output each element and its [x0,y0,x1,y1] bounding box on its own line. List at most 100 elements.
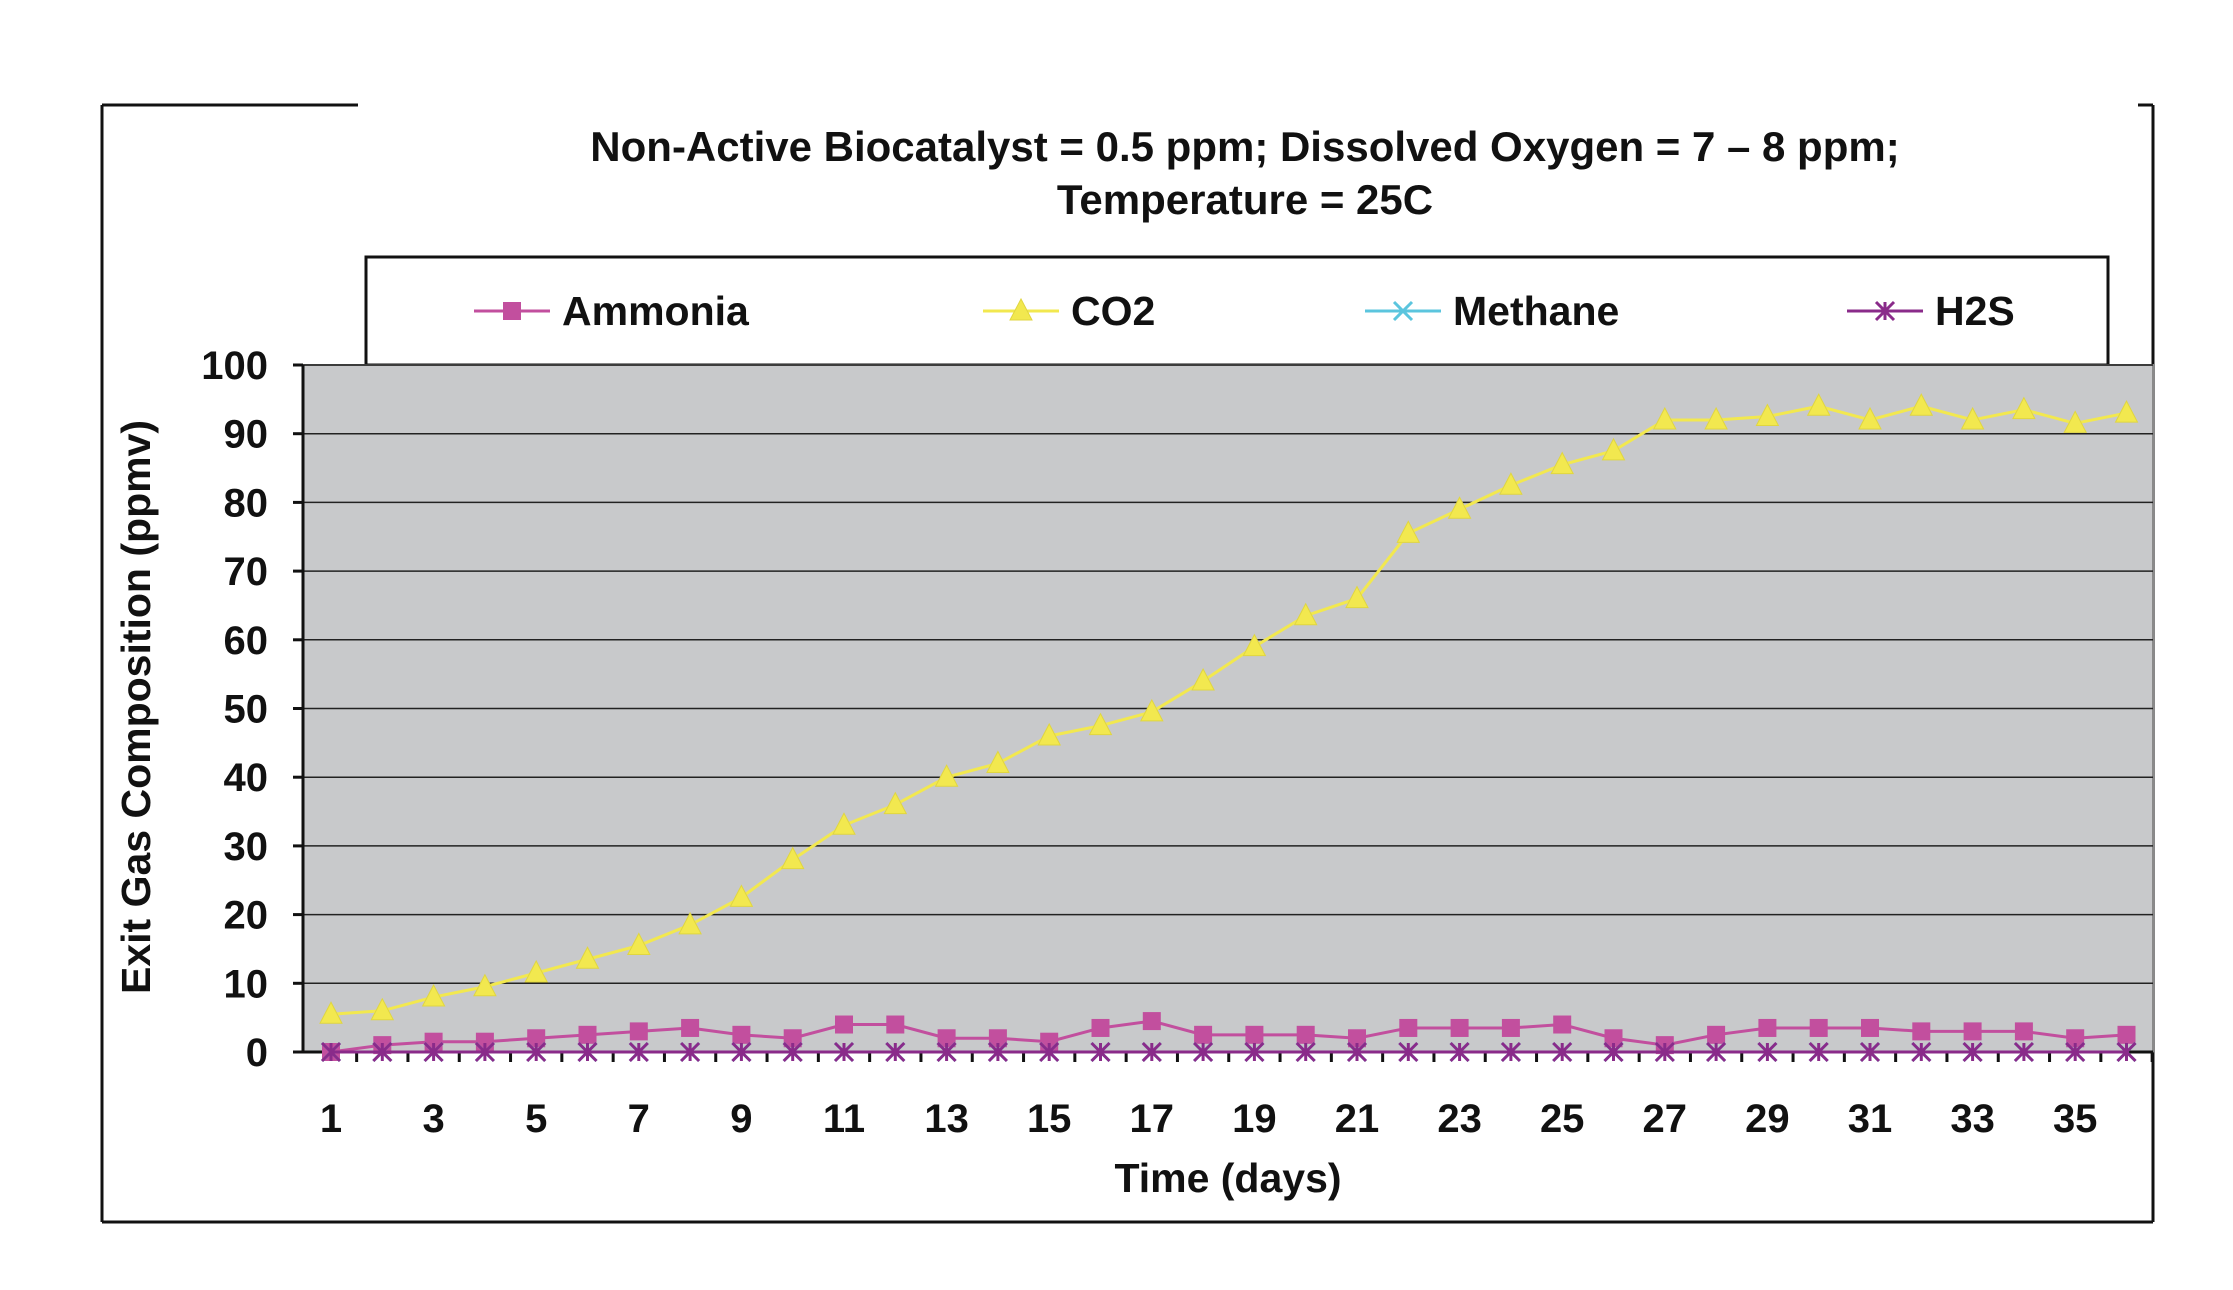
data-point-co2 [1601,437,1626,461]
data-point-co2 [1652,406,1677,430]
series-co2 [319,393,2139,1024]
data-point-co2 [575,946,600,969]
data-point-h2s [577,1041,598,1063]
data-point-ammonia [1142,1012,1161,1031]
y-tick-label: 30 [224,825,269,869]
data-point-co2 [370,997,395,1021]
series-layer [319,393,2139,1063]
data-point-ammonia [1707,1025,1726,1044]
data-point-h2s [1244,1041,1265,1063]
data-point-co2 [2063,410,2088,433]
legend-items: Ammonia CO2 Methane H2S [474,288,2015,334]
data-point-co2 [1806,393,1831,416]
chart-title-line-1: Non-Active Biocatalyst = 0.5 ppm; Dissol… [590,123,1899,170]
x-tick-label: 11 [823,1097,865,1141]
x-tick-label: 31 [1848,1097,1893,1141]
legend-box [364,255,2110,367]
data-point-h2s [526,1041,547,1063]
data-point-h2s [1603,1041,1624,1063]
legend-marker-methane-stroke [1392,300,1414,322]
data-point-ammonia [578,1025,597,1044]
data-point-co2 [986,750,1010,773]
data-point-co2 [473,973,497,997]
data-point-h2s [885,1041,906,1063]
y-tick-label: 50 [224,688,269,732]
x-tick-label: 17 [1130,1097,1175,1141]
data-point-co2 [1909,393,1934,416]
x-tick-label: 27 [1643,1097,1688,1141]
data-point-co2 [1088,712,1113,736]
data-point-ammonia [1450,1018,1469,1037]
data-point-ammonia [681,1018,700,1037]
data-point-co2 [1499,472,1523,495]
chart-title-line-2: Temperature = 25C [1057,176,1433,223]
data-point-h2s [1552,1041,1573,1063]
data-point-co2 [883,791,908,815]
data-point-ammonia [1553,1015,1572,1034]
y-tick-label: 0 [246,1031,268,1075]
data-point-ammonia [1861,1018,1879,1037]
data-point-ammonia [1091,1018,1110,1037]
legend-item-h2s: H2S [1847,288,2015,334]
data-point-ammonia [1296,1025,1315,1044]
data-point-co2 [524,959,549,983]
data-point-ammonia [783,1029,802,1048]
series-h2s [320,1041,2137,1063]
y-tick-label: 80 [224,481,269,525]
y-tick-label: 40 [224,756,269,800]
x-tick-label: 7 [628,1097,650,1141]
data-point-h2s [2013,1041,2034,1063]
data-point-co2 [319,1001,343,1024]
data-point-co2 [1396,520,1421,543]
data-point-ammonia [2066,1029,2085,1048]
legend-marker-h2s [1874,300,1896,322]
data-point-h2s [423,1041,444,1063]
data-point-ammonia [988,1029,1007,1048]
data-point-co2 [1704,406,1728,430]
gridlines [303,364,2153,985]
legend-label-methane: Methane [1453,288,1619,334]
data-point-co2 [2012,396,2036,420]
data-point-h2s [1808,1041,1829,1063]
x-tick-label: 21 [1335,1097,1380,1141]
x-tick-label: 29 [1745,1097,1790,1141]
data-point-h2s [782,1041,803,1063]
data-point-co2 [1960,406,1985,430]
data-point-ammonia [1963,1022,1982,1041]
y-tick-label: 90 [224,413,269,457]
data-point-h2s [1962,1041,1983,1063]
y-tick-label: 70 [224,550,269,594]
data-point-co2 [626,932,651,956]
x-tick-label: 1 [320,1097,342,1141]
y-axis-ticks: 0 10 20 30 40 50 60 70 80 90 100 [201,344,303,1075]
x-tick-label: 25 [1540,1097,1585,1141]
data-point-h2s [1500,1041,1521,1063]
data-point-ammonia [1501,1018,1520,1037]
data-point-ammonia [1912,1022,1931,1041]
data-point-co2 [1447,496,1472,519]
x-tick-label: 5 [525,1097,547,1141]
legend-label-h2s: H2S [1935,288,2015,334]
data-point-ammonia [527,1029,546,1048]
data-point-ammonia [1194,1025,1213,1044]
data-point-h2s [320,1041,342,1063]
legend-item-methane: Methane [1365,288,1619,334]
data-point-h2s [833,1041,855,1063]
x-tick-label: 23 [1437,1097,1482,1141]
y-tick-label: 20 [224,894,269,938]
x-axis-ticks: 1 3 5 7 9 11 13 15 17 19 21 23 25 27 29 31 33 35 [320,1052,2154,1141]
data-point-h2s [474,1041,495,1063]
data-point-h2s [1654,1041,1675,1063]
y-tick-label: 10 [224,962,269,1006]
data-point-co2 [421,983,446,1007]
x-tick-label: 3 [422,1097,444,1141]
data-point-h2s [2065,1041,2086,1063]
data-point-h2s [1141,1041,1162,1063]
data-point-h2s [1859,1041,1881,1063]
data-point-co2 [1345,585,1369,609]
data-point-ammonia [937,1029,956,1048]
y-tick-label: 60 [224,619,269,663]
data-point-h2s [1039,1041,1060,1063]
data-point-co2 [2114,400,2139,423]
data-point-ammonia [835,1015,853,1034]
